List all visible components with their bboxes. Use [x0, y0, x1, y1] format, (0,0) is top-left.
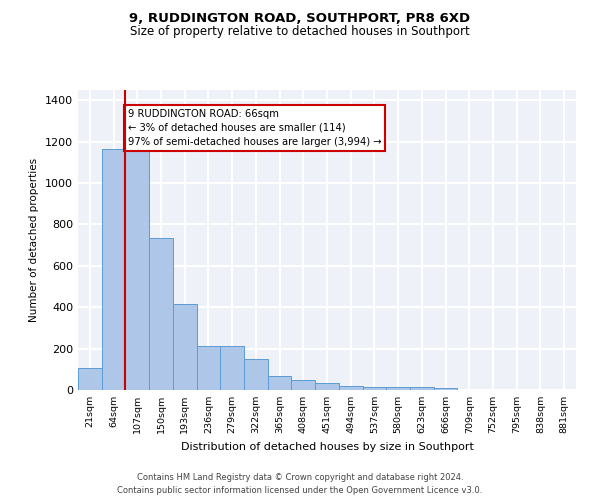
Bar: [125, 149, 149, 390]
Bar: [410, 387, 434, 390]
Text: Size of property relative to detached houses in Southport: Size of property relative to detached ho…: [130, 25, 470, 38]
X-axis label: Distribution of detached houses by size in Southport: Distribution of detached houses by size …: [181, 442, 473, 452]
Bar: [102, 149, 125, 390]
Bar: [244, 359, 268, 390]
Bar: [173, 304, 197, 390]
Bar: [268, 376, 292, 390]
Bar: [220, 346, 244, 390]
Bar: [315, 383, 339, 390]
Bar: [339, 386, 362, 390]
Bar: [362, 387, 386, 390]
Bar: [197, 346, 220, 390]
Bar: [434, 388, 457, 390]
Bar: [386, 387, 410, 390]
Text: Contains HM Land Registry data © Crown copyright and database right 2024.
Contai: Contains HM Land Registry data © Crown c…: [118, 474, 482, 495]
Text: 9, RUDDINGTON ROAD, SOUTHPORT, PR8 6XD: 9, RUDDINGTON ROAD, SOUTHPORT, PR8 6XD: [130, 12, 470, 26]
Bar: [78, 368, 102, 390]
Text: 9 RUDDINGTON ROAD: 66sqm
← 3% of detached houses are smaller (114)
97% of semi-d: 9 RUDDINGTON ROAD: 66sqm ← 3% of detache…: [128, 108, 382, 146]
Y-axis label: Number of detached properties: Number of detached properties: [29, 158, 40, 322]
Bar: [149, 238, 173, 390]
Bar: [292, 380, 315, 390]
